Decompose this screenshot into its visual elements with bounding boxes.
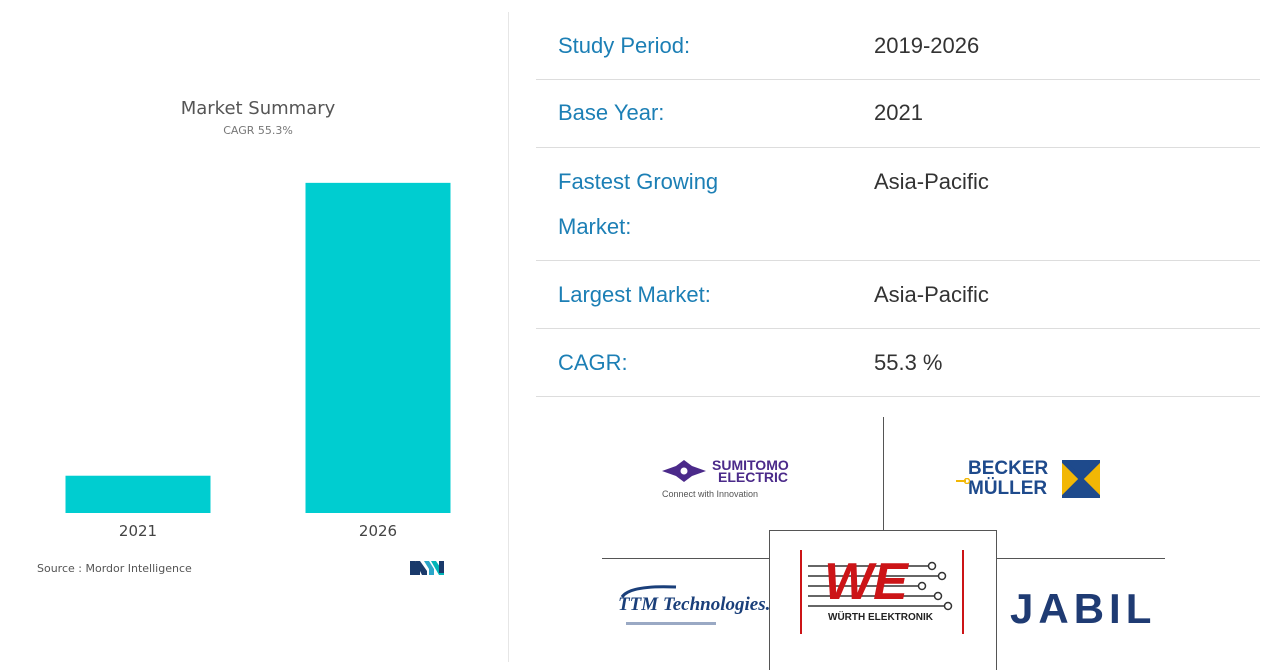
wurth-right-rule [962,550,964,634]
fastest-growing-label-line1: Fastest Growing [558,169,719,194]
row-largest-market: Largest Market: Asia-Pacific [536,261,1260,329]
base-year-value: 2021 [874,100,923,125]
becker-connector-icon [956,478,970,484]
jabil-logo: JABIL [1010,585,1160,635]
bar-chart-svg: 2021 2026 [65,182,451,540]
bar-2021 [65,475,211,513]
wurth-name: WÜRTH ELEKTRONIK [828,612,933,623]
chart-subtitle: CAGR 55.3% [223,124,293,137]
panel-divider [508,12,509,662]
becker-square-icon [1062,460,1100,498]
becker-muller-logo: BECKER MÜLLER [956,458,1106,504]
ttm-tagline-bar [626,622,716,625]
logo-divider-vertical [883,417,884,530]
becker-line1: BECKER [968,458,1049,479]
sumitomo-electric-logo: SUMITOMO ELECTRIC Connect with Innovatio… [662,457,822,505]
wurth-left-rule [800,550,802,634]
becker-line2: MÜLLER [968,478,1048,499]
study-period-label: Study Period: [558,33,691,58]
bar-2026 [305,182,451,513]
x-tick-label-2021: 2021 [119,522,157,540]
study-period-value: 2019-2026 [874,33,980,58]
chart-title: Market Summary [180,98,336,119]
jabil-name: JABIL [1010,585,1157,632]
wurth-lines-icon [808,561,953,611]
ttm-swoosh-icon [620,585,677,598]
mordor-intelligence-logo-icon [410,561,444,575]
base-year-label: Base Year: [558,100,665,125]
fastest-growing-value: Asia-Pacific [874,169,989,194]
row-study-period: Study Period: 2019-2026 [536,12,1260,80]
row-fastest-growing: Fastest Growing Market: Asia-Pacific [536,148,1260,261]
largest-market-label: Largest Market: [558,282,711,307]
ttm-name: TTM Technologies. [618,594,771,615]
row-cagr: CAGR: 55.3 % [536,329,1260,397]
wurth-elektronik-logo: WE WÜRTH ELEKTRONIK [800,550,964,634]
sumitomo-tagline: Connect with Innovation [662,489,759,499]
sumitomo-emblem-icon [662,460,706,482]
ttm-technologies-logo: TTM Technologies. [618,584,770,634]
fastest-growing-label-line2: Market: [558,214,632,239]
logo-divider-right [997,558,1165,559]
row-base-year: Base Year: 2021 [536,80,1260,148]
logo-divider-left [602,558,769,559]
source-note: Source : Mordor Intelligence [37,562,192,575]
cagr-label: CAGR: [558,350,628,375]
sumitomo-line1: SUMITOMO [712,457,789,473]
market-summary-chart: Market Summary CAGR 55.3% 2021 2026 Sourc… [0,0,508,670]
cagr-value: 55.3 % [874,350,943,375]
logo-center-box [769,530,997,670]
sumitomo-line2: ELECTRIC [718,469,788,485]
wurth-we-mark: WE [824,553,908,611]
x-tick-label-2026: 2026 [359,522,397,540]
largest-market-value: Asia-Pacific [874,282,989,307]
